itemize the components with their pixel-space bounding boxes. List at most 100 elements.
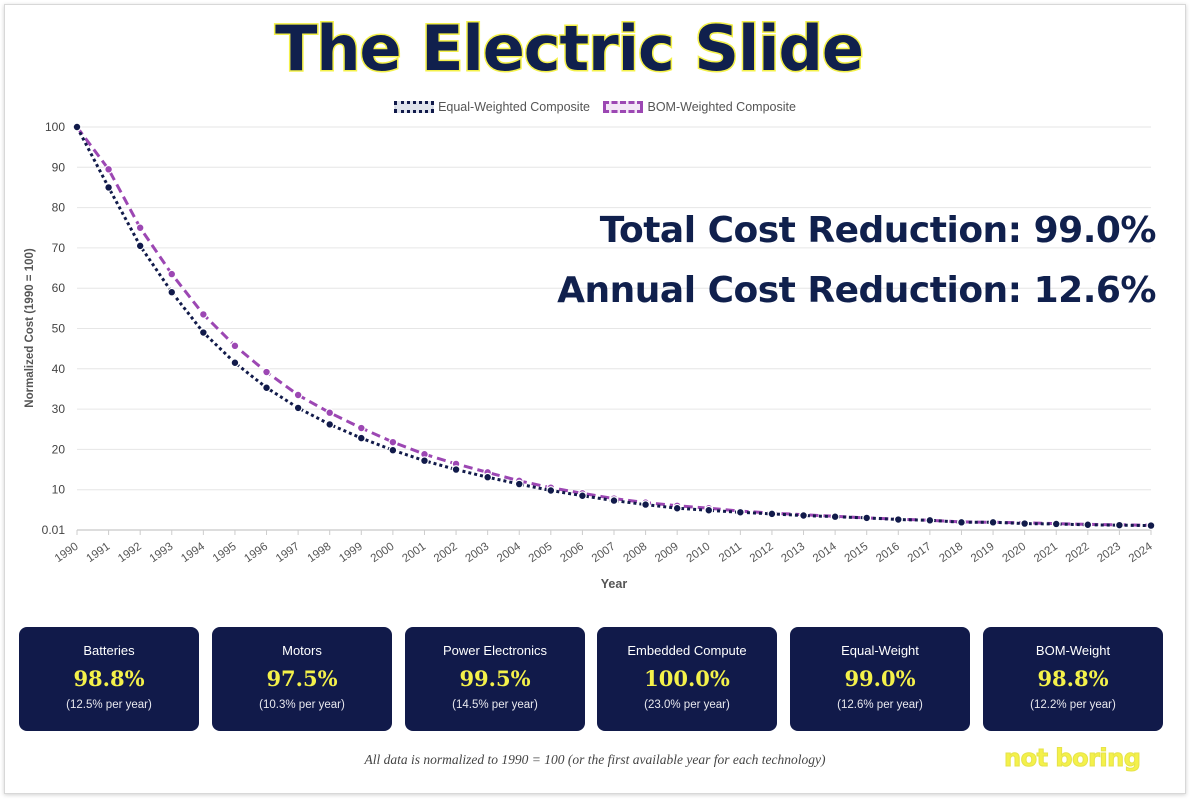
x-tick-label: 2015 — [843, 541, 871, 566]
data-point-equal — [735, 507, 745, 517]
legend-swatch-bom — [603, 101, 644, 113]
x-tick-label: 1995 — [211, 541, 239, 566]
stat-card-percent: 99.5% — [459, 666, 531, 691]
x-tick-label: 2000 — [369, 541, 397, 566]
data-point-equal — [704, 505, 714, 515]
stat-card-embedded-compute: Embedded Compute 100.0% (23.0% per year) — [597, 627, 777, 731]
stat-card-percent: 98.8% — [1037, 666, 1109, 691]
x-tick-label: 2006 — [558, 541, 586, 566]
data-point-equal — [230, 358, 240, 368]
legend-item-bom[interactable]: BOM-Weighted Composite — [603, 100, 796, 114]
x-tick-label: 2024 — [1127, 540, 1155, 565]
stat-card-motors: Motors 97.5% (10.3% per year) — [212, 627, 392, 731]
x-tick-label: 1994 — [179, 540, 207, 565]
data-point-equal — [325, 420, 335, 429]
x-tick-label: 2007 — [590, 541, 618, 566]
y-tick-label: 30 — [52, 402, 66, 416]
data-point-equal — [925, 515, 935, 525]
x-tick-label: 1997 — [274, 541, 302, 566]
data-point-equal — [578, 491, 587, 501]
data-point-equal — [830, 512, 840, 522]
x-axis-title: Year — [601, 577, 628, 591]
x-tick-label: 2020 — [1001, 541, 1029, 566]
data-point-equal — [483, 472, 493, 482]
data-point-equal — [641, 500, 650, 510]
x-tick-label: 1990 — [53, 541, 81, 566]
brand-logo: not boring — [1003, 744, 1141, 773]
series-line-bom — [75, 126, 1152, 527]
chart-legend: Equal-Weighted Composite BOM-Weighted Co… — [0, 100, 1190, 116]
y-tick-label: 50 — [52, 322, 66, 336]
data-point-equal — [514, 479, 524, 489]
stat-card-label: Equal-Weight — [841, 643, 919, 658]
x-tick-label: 2022 — [1064, 541, 1092, 566]
legend-label-bom: BOM-Weighted Composite — [647, 100, 796, 114]
x-tick-label: 2016 — [874, 541, 902, 566]
x-tick-label: 2013 — [779, 541, 807, 566]
legend-swatch-equal — [394, 101, 435, 113]
data-point-equal — [988, 517, 998, 527]
stat-card-percent: 97.5% — [266, 666, 338, 691]
data-point-equal — [135, 241, 145, 251]
stat-card-label: Motors — [282, 643, 322, 658]
data-point-bom — [325, 408, 335, 418]
stat-card-rate: (14.5% per year) — [452, 699, 538, 711]
y-tick-label: 80 — [52, 201, 66, 215]
data-point-equal — [356, 433, 366, 443]
legend-item-equal[interactable]: Equal-Weighted Composite — [394, 100, 590, 114]
y-tick-label: 40 — [52, 362, 66, 376]
page-title: The Electric Slide — [274, 11, 866, 87]
data-point-equal — [104, 183, 113, 192]
x-tick-label: 2001 — [400, 541, 428, 566]
stat-card-rate: (12.6% per year) — [837, 699, 923, 711]
data-point-bom — [293, 390, 303, 400]
data-point-bom — [104, 164, 113, 174]
data-point-equal — [609, 496, 619, 505]
data-point-equal — [1115, 520, 1124, 530]
x-tick-label: 2019 — [969, 541, 997, 566]
x-tick-label: 2002 — [432, 541, 460, 566]
data-point-equal — [72, 122, 82, 132]
series-line-equal — [75, 126, 1152, 528]
total-cost-reduction: Total Cost Reduction: 99.0% — [599, 210, 1157, 251]
data-point-equal — [672, 503, 682, 513]
stat-card-label: BOM-Weight — [1035, 643, 1111, 658]
x-tick-label: 1992 — [116, 541, 144, 566]
x-tick-label: 2023 — [1095, 541, 1123, 566]
data-point-equal — [893, 515, 903, 524]
data-point-equal — [167, 287, 177, 297]
stat-card-percent: 99.0% — [844, 666, 916, 691]
x-tick-label: 1991 — [84, 541, 112, 566]
y-tick-label: 10 — [52, 483, 66, 497]
data-point-bom — [230, 341, 240, 351]
x-tick-label: 2008 — [621, 541, 649, 566]
data-point-bom — [356, 423, 366, 433]
x-tick-label: 1996 — [242, 541, 270, 566]
x-tick-label: 1998 — [306, 541, 334, 566]
data-point-equal — [957, 517, 966, 527]
x-tick-label: 2004 — [495, 540, 523, 565]
data-point-equal — [546, 486, 556, 495]
x-tick-label: 2018 — [937, 541, 965, 566]
x-tick-label: 2021 — [1032, 541, 1060, 566]
y-tick-label: 20 — [52, 442, 66, 456]
y-axis-title: Normalized Cost (1990 = 100) — [24, 248, 36, 408]
stat-card-rate: (23.0% per year) — [644, 699, 730, 711]
stat-card-percent: 100.0% — [644, 666, 730, 691]
footnote: All data is normalized to 1990 = 100 (or… — [364, 752, 826, 767]
stat-card-rate: (10.3% per year) — [259, 699, 345, 711]
x-tick-label: 2005 — [527, 541, 555, 566]
x-tick-label: 1999 — [337, 541, 365, 566]
data-point-bom — [198, 309, 208, 319]
stat-card-label: Power Electronics — [442, 643, 548, 658]
data-point-equal — [799, 511, 808, 520]
data-point-equal — [262, 383, 271, 393]
x-tick-label: 2010 — [685, 541, 713, 566]
stat-card-rate: (12.2% per year) — [1030, 699, 1116, 711]
stat-card-label: Batteries — [83, 643, 135, 658]
stat-card-bom-weight: BOM-Weight 98.8% (12.2% per year) — [983, 627, 1163, 731]
stat-card-label: Embedded Compute — [627, 643, 747, 658]
data-point-equal — [1146, 521, 1156, 530]
data-point-equal — [767, 509, 777, 519]
